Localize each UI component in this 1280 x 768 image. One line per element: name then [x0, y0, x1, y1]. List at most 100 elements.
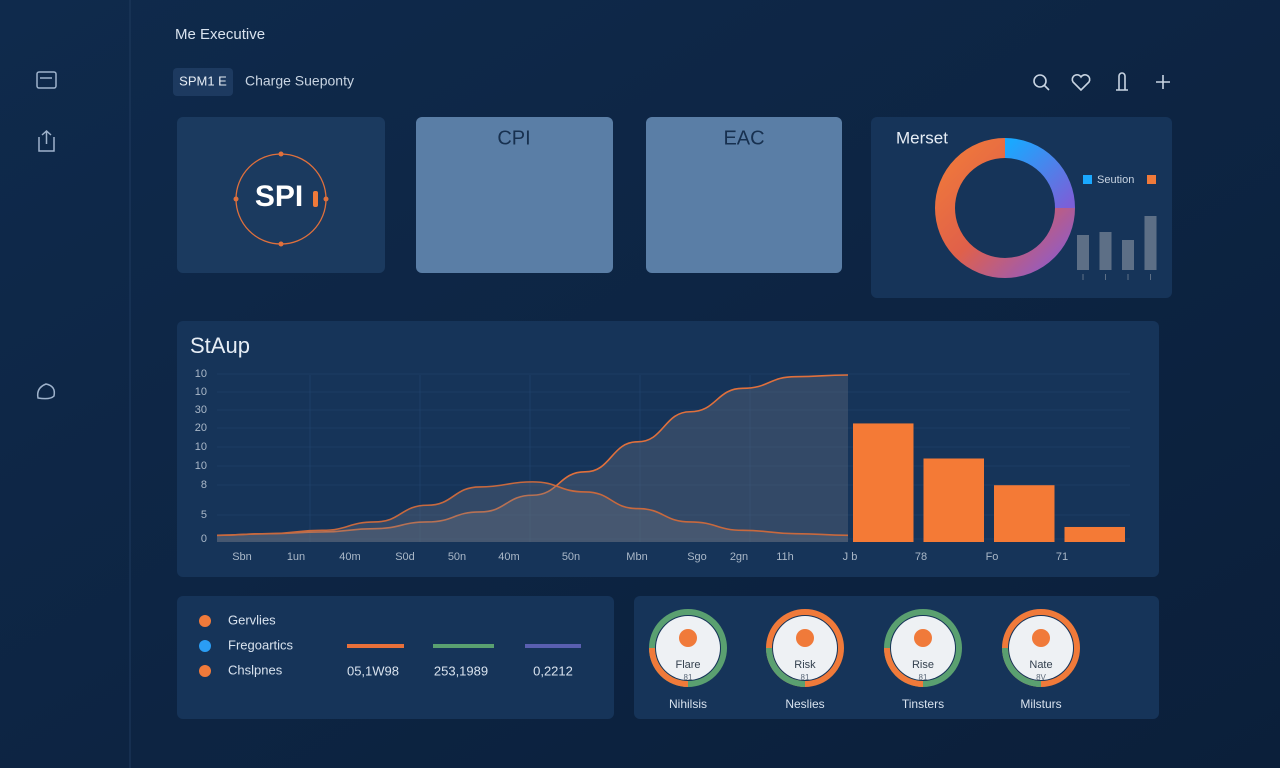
x-tick-label: 40m [498, 551, 519, 563]
area-fill [217, 375, 848, 542]
status-icon [679, 629, 697, 647]
y-tick-label: 0 [201, 533, 207, 545]
add-icon[interactable] [1156, 75, 1170, 89]
kpi-card[interactable] [416, 117, 613, 273]
donut-segment [1004, 138, 1075, 209]
bar [853, 423, 914, 542]
status-label: Rise [912, 659, 934, 671]
ring-dot [233, 196, 239, 202]
chart-title: StAup [190, 333, 250, 358]
status-ring-part [884, 647, 924, 687]
bar [1064, 526, 1125, 542]
area-line [216, 374, 849, 537]
mini-bar [1122, 240, 1134, 270]
status-face [656, 616, 720, 680]
x-tick-label: Mbn [626, 551, 647, 563]
total-value: 253,1989 [434, 663, 488, 678]
bell-icon[interactable] [1116, 72, 1128, 91]
area-fill [217, 481, 848, 542]
status-sub: 81 [801, 673, 810, 682]
y-tick-label: 10 [195, 441, 207, 453]
y-tick-label: 10 [195, 368, 207, 380]
kpi-card[interactable] [177, 117, 385, 273]
x-tick-label: Sbn [232, 551, 252, 563]
mini-bar [1077, 235, 1089, 270]
mini-bar [1144, 216, 1157, 270]
x-tick-label: 50n [448, 551, 466, 563]
heart-icon[interactable] [1071, 73, 1091, 92]
total-value: 05,1W98 [347, 663, 399, 678]
legend-dot [199, 665, 211, 677]
status-icon [796, 629, 814, 647]
status-caption: Nihilsis [669, 697, 707, 711]
x-tick-label: 50n [562, 551, 580, 563]
search-icon-handle [1043, 84, 1050, 91]
status-caption: Milsturs [1020, 697, 1061, 711]
total-value: 0,2212 [533, 663, 573, 678]
y-tick-label: 30 [195, 404, 207, 416]
status-face [1009, 616, 1073, 680]
bar [994, 485, 1055, 542]
kpi-card[interactable] [646, 117, 842, 273]
app-title: Me Executive [175, 26, 265, 43]
kpi-label: EAC [723, 127, 764, 149]
badge-text: SPM1 E [179, 73, 227, 88]
legend-card [177, 596, 614, 719]
badge[interactable] [173, 68, 233, 96]
status-sub: 81 [919, 673, 928, 682]
ring-dot [278, 241, 284, 247]
y-tick-label: 10 [195, 386, 207, 398]
status-sub: 81 [684, 673, 693, 682]
x-tick-label: 11h [776, 551, 794, 563]
x-tick-label: Fo [986, 551, 999, 563]
status-sub: 8V [1036, 673, 1046, 682]
status-ring-part [649, 647, 689, 687]
status-ring-part [766, 647, 806, 687]
nav-icon[interactable] [36, 383, 56, 400]
market-card[interactable] [871, 117, 1172, 298]
legend-dot [199, 640, 211, 652]
legend-swatch [1083, 175, 1092, 184]
x-tick-label: J b [843, 551, 858, 563]
status-face [773, 616, 837, 680]
x-tick-label: Sgo [687, 551, 707, 563]
mini-bar [1099, 232, 1112, 270]
legend-label: Seution [1097, 174, 1134, 186]
x-tick-label: 71 [1056, 551, 1068, 563]
status-label: Risk [794, 659, 816, 671]
status-caption: Tinsters [902, 697, 944, 711]
donut-segment [935, 138, 1075, 278]
x-tick-label: 78 [915, 551, 927, 563]
subtitle: Charge Sueponty [245, 73, 354, 89]
y-tick-label: 8 [201, 479, 207, 491]
ring-dot [323, 196, 329, 202]
nav-icon[interactable] [36, 71, 57, 89]
nav-icon[interactable] [38, 129, 55, 152]
y-tick-label: 20 [195, 422, 207, 434]
x-tick-label: 40m [339, 551, 360, 563]
x-tick-label: 1un [287, 551, 305, 563]
legend-label: Fregoartics [228, 637, 294, 652]
status-face [891, 616, 955, 680]
status-label: Flare [675, 659, 700, 671]
status-icon [914, 629, 932, 647]
kpi-label: CPI [497, 127, 530, 149]
legend-dot [199, 615, 211, 627]
x-tick-label: 2gn [730, 551, 748, 563]
x-tick-label: S0d [395, 551, 415, 563]
area-line [216, 481, 849, 537]
legend-label: Gervlies [228, 612, 276, 627]
bar [923, 458, 984, 542]
y-tick-label: 10 [195, 460, 207, 472]
kpi-label: SPI [255, 180, 303, 213]
search-icon[interactable] [1033, 74, 1047, 88]
market-title: Merset [896, 128, 948, 147]
status-caption: Neslies [785, 697, 824, 711]
ring-dot [278, 151, 284, 157]
kpi-accent [313, 191, 318, 207]
legend-swatch [1147, 175, 1156, 184]
status-ring-part [1002, 647, 1042, 687]
status-icon [1032, 629, 1050, 647]
